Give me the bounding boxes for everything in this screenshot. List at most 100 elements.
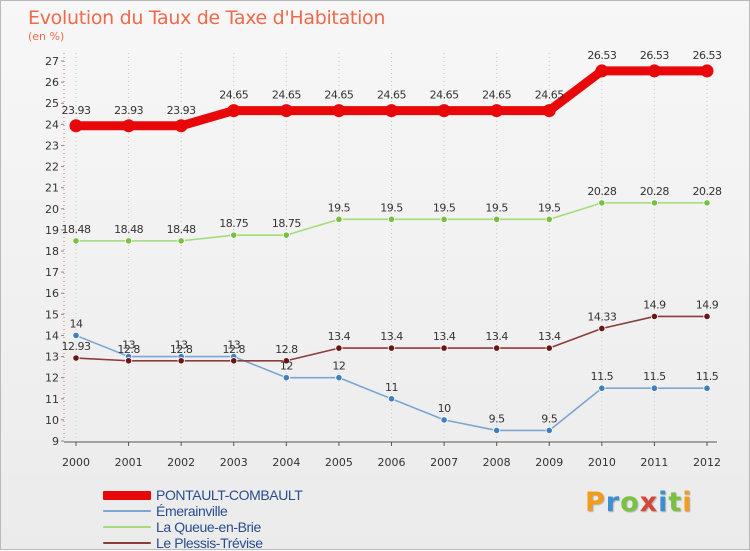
data-label: 24.65 [430,89,459,102]
data-label: 12.8 [275,343,298,356]
x-tick-label: 2005 [325,456,353,469]
data-label: 11.5 [696,370,719,383]
logo-letter: x [639,487,659,518]
y-tick-label: 14 [45,329,59,342]
data-label: 12.93 [62,340,91,353]
y-tick-label: 25 [45,97,59,110]
data-point [282,231,290,239]
y-tick-label: 24 [45,118,59,131]
legend-item: Émerainville [103,503,302,519]
y-tick-label: 18 [45,245,59,258]
data-point [387,395,396,403]
data-point [72,354,80,362]
data-point [650,384,659,392]
data-label: 12.8 [223,343,246,356]
chart-title: Evolution du Taux de Taxe d'Habitation [28,7,386,29]
data-point [124,357,133,365]
data-point [598,384,606,392]
data-point [703,384,711,392]
data-label: 10 [438,402,451,415]
legend-label: Le Plessis-Trévise [156,535,263,551]
data-label: 13.4 [538,330,561,343]
data-label: 24.65 [272,89,301,102]
x-tick-label: 2006 [378,456,406,469]
x-tick-label: 2000 [62,456,90,469]
data-point [493,215,501,223]
y-tick-label: 15 [45,308,59,321]
data-point [595,64,609,78]
data-label: 13 [175,339,188,352]
legend-swatch [103,490,151,500]
data-label: 18.48 [167,223,196,236]
data-label: 19.5 [328,201,351,214]
data-label: 19.5 [380,201,403,214]
x-tick-label: 2007 [430,456,458,469]
legend-item: PONTAULT-COMBAULT [103,487,303,503]
data-label: 24.65 [219,89,248,102]
data-label: 23.93 [62,104,91,117]
data-label: 26.53 [693,49,722,62]
x-tick-label: 2001 [115,456,143,469]
data-label: 24.65 [324,89,353,102]
data-point [124,237,133,245]
legend-swatch [103,542,151,544]
data-point [177,237,185,245]
data-label: 24.65 [377,89,406,102]
data-point [703,312,711,321]
data-point [545,215,553,223]
y-tick-label: 22 [45,161,59,174]
data-point [332,104,346,118]
data-point [437,104,451,118]
x-tick-label: 2008 [483,456,511,469]
data-label: 13 [227,339,240,352]
data-label: 14.9 [643,298,666,311]
data-label: 14 [70,317,83,330]
data-point [440,215,448,223]
data-label: 18.48 [62,223,91,236]
data-label: 23.93 [114,104,143,117]
legend-item: La Queue-en-Brie [103,519,302,535]
grid-lines [75,53,708,441]
axes: 9 10 11 12 13 14 15 16 17 18 19 20 21 22 23 24 25 26 27 200… [45,53,721,469]
legend-item: Le Plessis-Trévise [103,535,302,551]
data-point [174,119,188,133]
data-label: 20.28 [587,185,616,198]
data-label: 23.93 [167,104,196,117]
y-tick-label: 11 [45,393,59,406]
data-point [282,357,290,365]
data-point [227,104,241,118]
data-point [700,64,714,78]
data-label: 12.8 [170,343,193,356]
data-point [490,104,504,118]
x-tick-label: 2004 [272,456,300,469]
data-label: 11 [385,381,398,394]
data-label: 24.65 [535,89,564,102]
data-label: 11.5 [643,370,666,383]
data-label: 18.75 [272,217,301,230]
logo-letter: r [605,487,621,518]
x-tick-label: 2003 [220,456,248,469]
data-label: 13 [122,339,135,352]
x-tick-label: 2002 [167,456,195,469]
legend-label: La Queue-en-Brie [156,519,261,535]
data-label: 9.5 [541,412,557,425]
data-label: 19.5 [485,201,508,214]
data-point [542,104,556,118]
y-tick-label: 20 [45,203,59,216]
data-label: 13.4 [380,330,403,343]
x-tick-label: 2011 [640,456,668,469]
y-tick-label: 9 [52,435,59,448]
data-point [72,237,80,245]
data-point [177,357,185,365]
series-lines [69,64,714,435]
x-tick-label: 2009 [535,456,563,469]
data-point [279,104,293,118]
data-label: 13.4 [433,330,456,343]
logo-letter: t [668,487,683,518]
y-tick-label: 16 [45,287,59,300]
data-label: 12 [280,360,293,373]
data-label: 24.65 [482,89,511,102]
logo-letter: P [585,487,606,518]
data-label: 18.48 [114,223,143,236]
data-label: 13.4 [328,330,351,343]
